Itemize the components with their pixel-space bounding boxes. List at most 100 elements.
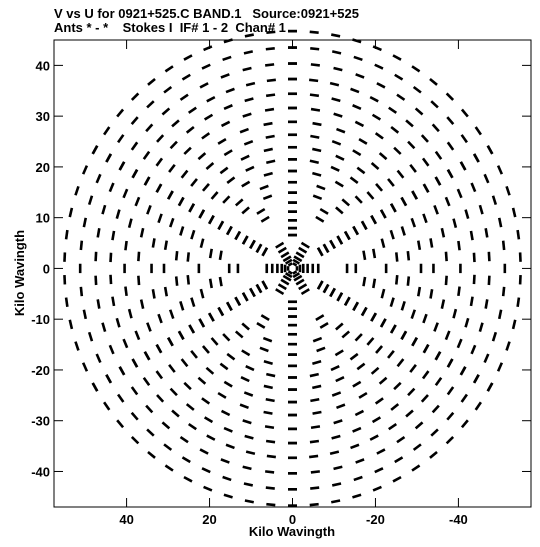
uv-point xyxy=(260,314,270,322)
uv-point xyxy=(371,113,382,121)
uv-point xyxy=(446,411,455,421)
uv-point xyxy=(379,318,387,328)
uv-point xyxy=(219,362,229,371)
uv-point xyxy=(145,404,154,414)
uv-point xyxy=(95,353,102,364)
uv-point xyxy=(225,87,235,94)
uv-point xyxy=(94,275,98,286)
uv-point xyxy=(263,360,273,365)
uv-point xyxy=(505,341,511,351)
uv-point xyxy=(354,195,363,204)
uv-point xyxy=(277,283,287,291)
uv-point xyxy=(245,364,255,372)
uv-point xyxy=(79,240,84,251)
uv-point xyxy=(220,409,231,417)
uv-point xyxy=(352,149,362,157)
uv-point xyxy=(130,141,139,151)
uv-point xyxy=(370,162,380,171)
uv-point xyxy=(105,374,113,384)
uv-point xyxy=(396,358,405,368)
uv-point xyxy=(370,215,377,225)
uv-point xyxy=(210,191,219,200)
uv-point xyxy=(422,313,428,324)
uv-point xyxy=(396,169,405,179)
uv-point xyxy=(414,421,424,430)
uv-point xyxy=(310,46,320,51)
uv-point xyxy=(505,185,511,196)
uv-point xyxy=(161,421,171,430)
uv-point xyxy=(292,270,298,275)
uv-point xyxy=(242,465,252,471)
uv-point xyxy=(331,482,342,487)
uv-point xyxy=(284,258,293,265)
uv-point xyxy=(400,196,408,207)
uv-point xyxy=(179,301,185,311)
uv-point xyxy=(171,409,180,418)
uv-point xyxy=(352,426,362,433)
uv-point xyxy=(255,283,263,294)
uv-point xyxy=(124,286,128,297)
uv-point xyxy=(81,165,89,175)
uv-point xyxy=(249,239,256,250)
uv-point xyxy=(378,376,388,385)
uv-point xyxy=(309,93,320,98)
uv-point xyxy=(186,275,190,285)
uv-point xyxy=(330,33,341,38)
uv-point xyxy=(312,336,323,343)
uv-point xyxy=(277,246,287,254)
uv-point xyxy=(187,106,197,114)
uv-point xyxy=(201,183,210,192)
uv-point xyxy=(484,228,489,238)
uv-point xyxy=(275,241,285,249)
uv-point xyxy=(263,171,273,177)
x-tick-label: 40 xyxy=(119,512,133,527)
y-axis-label: Kilo Wavingth xyxy=(12,230,27,316)
uv-point xyxy=(260,215,270,223)
uv-point xyxy=(300,288,310,296)
uv-point xyxy=(372,485,382,492)
uv-point xyxy=(370,312,377,322)
y-tick-label: -10 xyxy=(31,312,50,327)
uv-point xyxy=(134,196,141,207)
uv-point xyxy=(331,139,342,146)
uv-point xyxy=(157,313,163,324)
uv-point xyxy=(293,274,303,282)
uv-point xyxy=(319,321,329,329)
uv-point xyxy=(217,391,227,399)
uv-point xyxy=(197,376,207,385)
uv-point xyxy=(130,386,139,396)
uv-point xyxy=(486,145,494,155)
uv-point xyxy=(177,196,185,207)
uv-point xyxy=(241,206,250,215)
uv-point xyxy=(261,247,269,257)
x-tick-label: 0 xyxy=(289,512,296,527)
uv-point xyxy=(68,207,74,218)
uv-point xyxy=(163,240,169,251)
uv-point xyxy=(410,309,417,319)
uv-point xyxy=(183,146,192,155)
uv-point xyxy=(103,126,111,136)
uv-point xyxy=(394,73,404,81)
uv-point xyxy=(201,467,211,474)
uv-point xyxy=(244,499,255,504)
uv-point xyxy=(312,171,322,177)
uv-point xyxy=(264,425,275,430)
uv-point xyxy=(456,338,463,349)
uv-point xyxy=(244,33,255,38)
uv-point xyxy=(329,239,336,250)
uv-point xyxy=(122,188,129,199)
uv-point xyxy=(265,470,275,474)
uv-point xyxy=(241,180,251,188)
uv-point xyxy=(163,443,173,451)
uv-point xyxy=(183,54,193,61)
uv-point xyxy=(205,162,215,171)
uv-point xyxy=(115,209,121,219)
uv-point xyxy=(352,38,362,44)
uv-point xyxy=(472,252,476,263)
uv-point xyxy=(354,333,363,342)
uv-point xyxy=(444,275,448,286)
uv-point xyxy=(335,154,345,161)
uv-point xyxy=(310,397,320,403)
uv-point xyxy=(429,78,438,86)
uv-point xyxy=(354,120,365,128)
